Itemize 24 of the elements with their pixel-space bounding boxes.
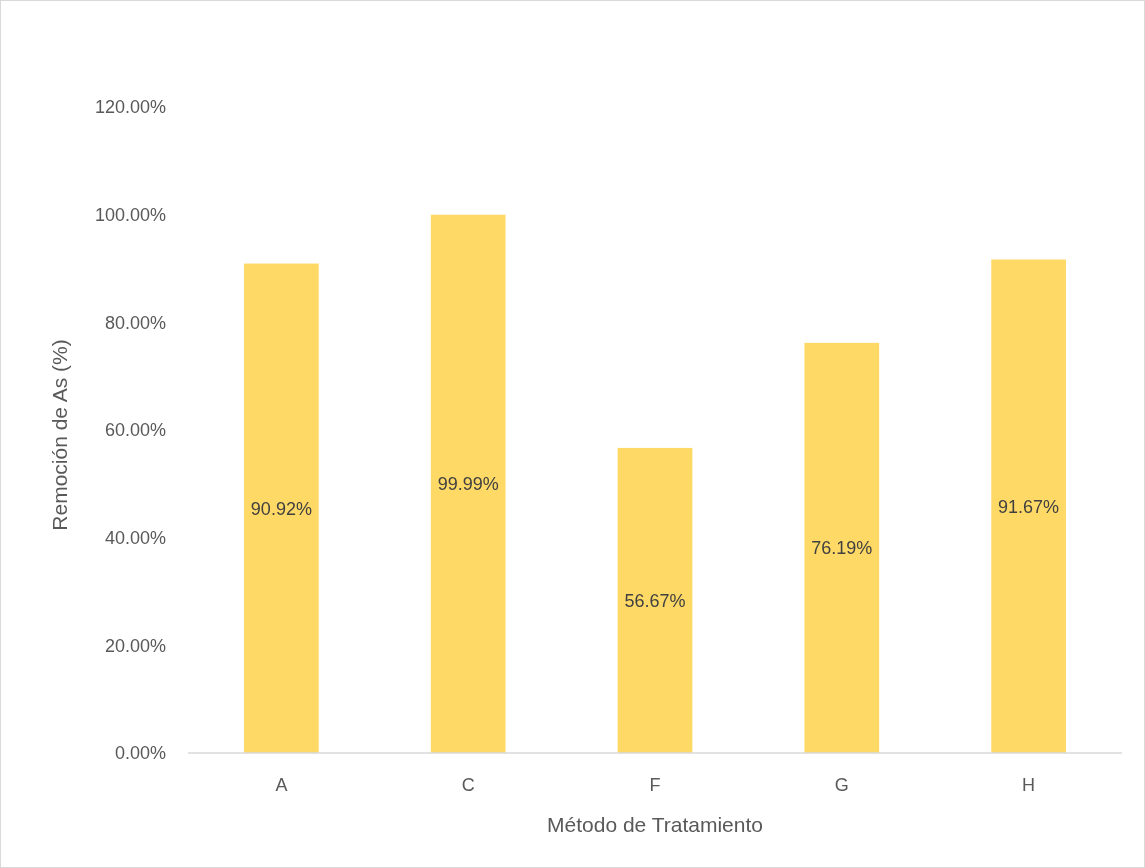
bar — [430, 214, 506, 753]
y-tick-label: 60.00% — [104, 420, 166, 441]
x-axis-title: Método de Tratamiento — [547, 813, 763, 836]
y-tick-label: 40.00% — [104, 527, 166, 548]
y-axis-title: Remoción de As (%) — [48, 339, 71, 531]
x-tick-label: G — [834, 775, 849, 795]
data-label: 56.67% — [624, 590, 686, 611]
data-label: 76.19% — [811, 538, 873, 559]
y-tick-label: 100.00% — [94, 204, 166, 225]
data-label: 91.67% — [998, 496, 1060, 517]
x-tick-label: A — [275, 775, 288, 795]
y-tick-label: 0.00% — [114, 743, 166, 764]
bar — [804, 342, 880, 753]
x-tick-label: H — [1022, 775, 1036, 795]
data-label: 99.99% — [437, 474, 499, 495]
x-tick-label: F — [649, 775, 661, 795]
data-label: 90.92% — [250, 498, 312, 519]
bar — [991, 259, 1066, 753]
y-tick-label: 120.00% — [94, 97, 166, 118]
y-tick-label: 80.00% — [104, 312, 166, 333]
bar — [244, 263, 319, 753]
bar — [617, 447, 693, 753]
x-tick-label: C — [461, 775, 475, 795]
y-tick-label: 20.00% — [104, 635, 166, 656]
